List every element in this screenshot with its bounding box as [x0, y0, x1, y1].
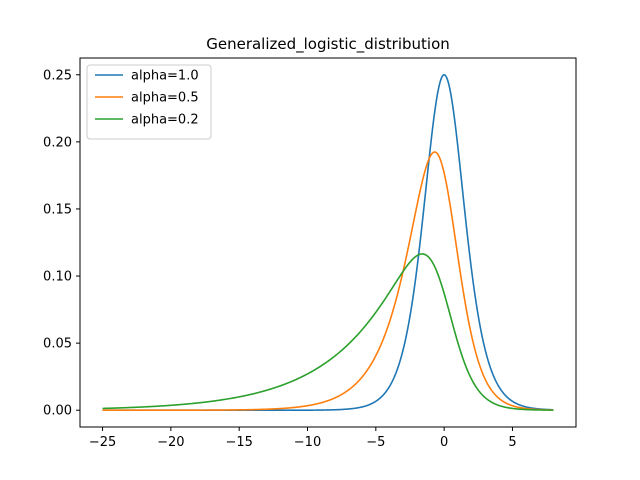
y-tick-label: 0.25 [43, 68, 72, 83]
x-tick-label: 0 [440, 435, 448, 450]
x-tick-label: −20 [157, 435, 184, 450]
x-tick-label: −25 [89, 435, 116, 450]
legend-label-3: alpha=0.2 [131, 113, 199, 128]
x-tick-label: 5 [508, 435, 516, 450]
axes-frame [79, 57, 577, 428]
y-tick-label: 0.15 [43, 202, 72, 217]
x-axis: −25 −20 −15 −10 −5 0 5 [89, 427, 517, 450]
y-tick-label: 0.05 [43, 337, 72, 352]
legend-box [86, 64, 212, 140]
x-tick-label: −15 [225, 435, 252, 450]
x-tick-label: −10 [294, 435, 321, 450]
chart-title: Generalized_logistic_distribution [206, 35, 450, 54]
plot-lines [102, 74, 554, 412]
series-line-3 [102, 253, 554, 411]
y-tick-label: 0.10 [43, 270, 72, 285]
y-axis: 0.00 0.05 0.10 0.15 0.20 0.25 [43, 68, 80, 419]
x-tick-label: −5 [366, 435, 385, 450]
legend: alpha=1.0 alpha=0.5 alpha=0.2 [86, 64, 212, 140]
y-tick-label: 0.20 [43, 135, 72, 150]
y-tick-label: 0.00 [43, 404, 72, 419]
legend-label-1: alpha=1.0 [131, 69, 199, 84]
series-line-2 [102, 151, 554, 412]
legend-label-2: alpha=0.5 [131, 91, 199, 106]
